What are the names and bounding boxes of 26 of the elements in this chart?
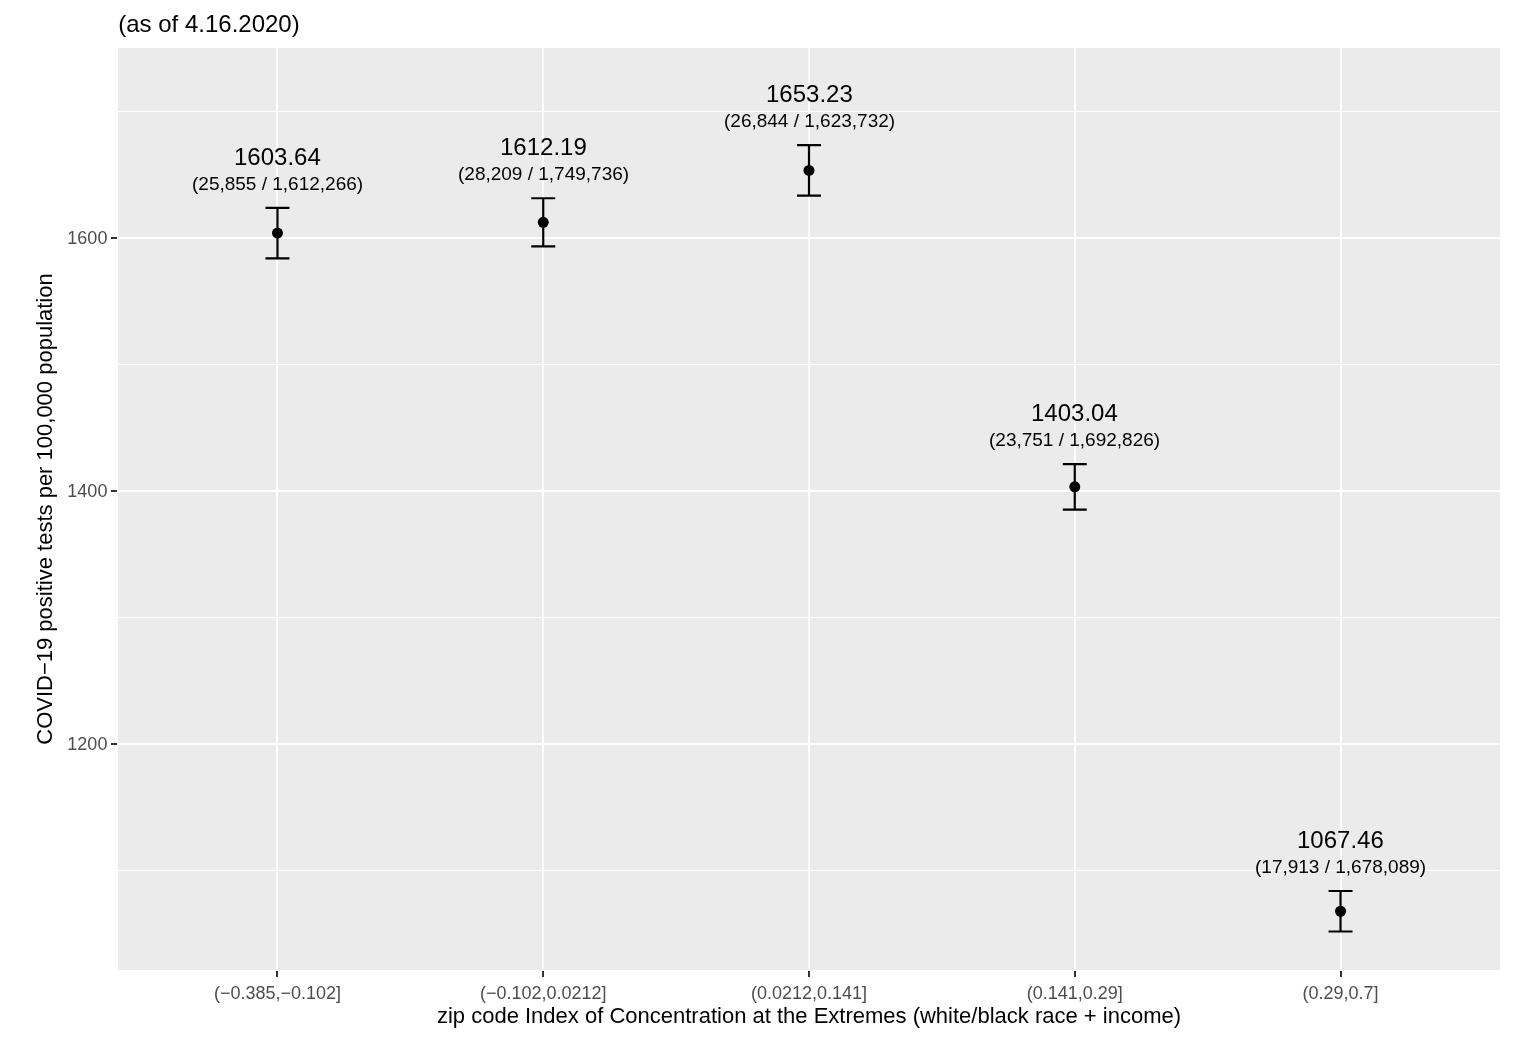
- point: [1335, 905, 1347, 917]
- annotation: (28,209 / 1,749,736): [458, 163, 630, 184]
- x-tick-label: (−0.102,0.0212]: [479, 982, 607, 1003]
- point: [537, 216, 549, 228]
- annotation: (25,855 / 1,612,266): [192, 173, 364, 194]
- x-axis-title: zip code Index of Concentration at the Extremes (white/black race + income): [436, 1002, 1182, 1028]
- chart-title: (as of 4.16.2020): [118, 10, 300, 38]
- x-tick-label: (0.141,0.29]: [1026, 982, 1123, 1003]
- x-tick-label: (−0.385,−0.102]: [213, 982, 342, 1003]
- point: [271, 227, 283, 239]
- data-label: 1067.46: [1297, 826, 1384, 853]
- x-tick-label: (0.29,0.7]: [1302, 982, 1379, 1003]
- annotation: (26,844 / 1,623,732): [724, 110, 896, 131]
- annotation: (17,913 / 1,678,089): [1255, 856, 1427, 877]
- y-axis-title: COVID−19 positive tests per 100,000 population: [32, 273, 58, 745]
- point: [803, 164, 815, 176]
- x-tick-label: (0.0212,0.141]: [750, 982, 868, 1003]
- data-label: 1653.23: [766, 80, 853, 107]
- data-label: 1603.64: [234, 143, 321, 170]
- point: [1069, 481, 1081, 493]
- annotation: (23,751 / 1,692,826): [989, 429, 1161, 450]
- data-label: 1612.19: [500, 133, 587, 160]
- y-tick-label: 1400: [67, 480, 108, 501]
- y-tick-label: 1600: [67, 228, 108, 249]
- y-tick-label: 1200: [67, 733, 108, 754]
- data-label: 1403.04: [1031, 399, 1118, 426]
